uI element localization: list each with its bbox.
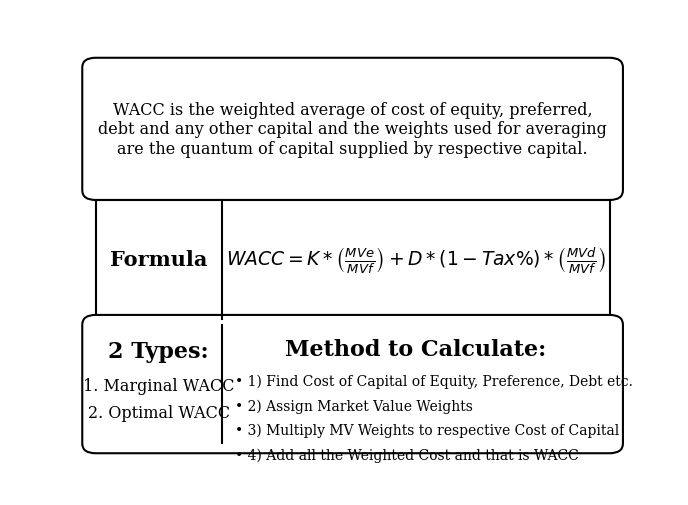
Text: 2. Optimal WACC: 2. Optimal WACC [87, 404, 230, 421]
Bar [96, 200, 610, 319]
Text: • 1) Find Cost of Capital of Equity, Preference, Debt etc.: • 1) Find Cost of Capital of Equity, Pre… [235, 374, 633, 388]
FancyBboxPatch shape [83, 315, 623, 453]
Text: Formula: Formula [110, 250, 208, 270]
Text: $WACC = K*\left(\frac{MVe}{MVf}\right) + D*\left(1 - Tax\%\right)*\left(\frac{MV: $WACC = K*\left(\frac{MVe}{MVf}\right) +… [226, 244, 605, 275]
Text: Method to Calculate:: Method to Calculate: [285, 338, 546, 360]
Text: • 2) Assign Market Value Weights: • 2) Assign Market Value Weights [235, 399, 473, 413]
Text: WACC is the weighted average of cost of equity, preferred,
debt and any other ca: WACC is the weighted average of cost of … [98, 102, 607, 158]
Text: 2 Types:: 2 Types: [109, 340, 209, 363]
Text: • 3) Multiply MV Weights to respective Cost of Capital: • 3) Multiply MV Weights to respective C… [235, 423, 620, 437]
Text: • 4) Add all the Weighted Cost and that is WACC: • 4) Add all the Weighted Cost and that … [235, 448, 579, 462]
Text: 1. Marginal WACC: 1. Marginal WACC [83, 377, 235, 394]
FancyBboxPatch shape [83, 59, 623, 200]
